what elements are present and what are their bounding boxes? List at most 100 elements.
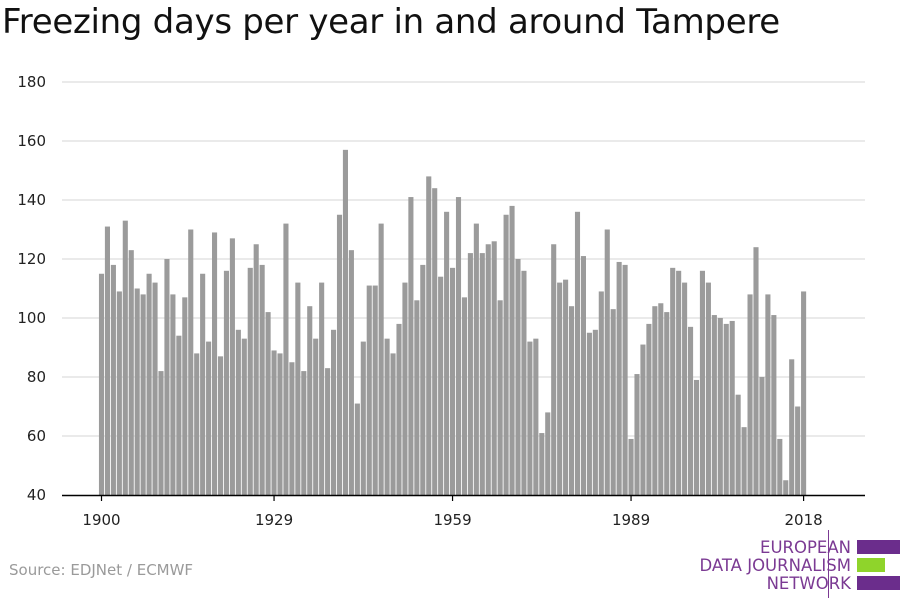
bar bbox=[753, 247, 759, 495]
y-tick-label: 160 bbox=[17, 132, 46, 150]
bar bbox=[622, 264, 628, 495]
bar bbox=[676, 270, 682, 495]
bar bbox=[354, 403, 360, 495]
bar bbox=[771, 315, 777, 495]
bar bbox=[176, 335, 182, 495]
bar bbox=[217, 356, 224, 495]
logo-divider bbox=[828, 530, 829, 598]
bar bbox=[473, 223, 479, 495]
bar bbox=[580, 256, 586, 495]
bar bbox=[717, 318, 723, 495]
bar bbox=[723, 323, 729, 495]
bar bbox=[259, 264, 265, 495]
bar bbox=[533, 338, 539, 495]
bar bbox=[592, 329, 598, 495]
bar bbox=[331, 329, 337, 495]
bar bbox=[390, 353, 396, 495]
bar bbox=[741, 427, 747, 495]
bar bbox=[116, 291, 122, 495]
bar bbox=[491, 241, 497, 495]
bar bbox=[158, 371, 164, 495]
bar bbox=[551, 244, 557, 495]
bar bbox=[307, 306, 313, 495]
bar bbox=[336, 214, 343, 495]
bar bbox=[569, 306, 575, 495]
bar bbox=[426, 176, 432, 495]
bar bbox=[652, 306, 658, 495]
bar bbox=[110, 264, 116, 495]
bar bbox=[646, 323, 652, 495]
bar bbox=[777, 438, 783, 495]
bar bbox=[693, 379, 700, 495]
x-tick-label: 1929 bbox=[255, 511, 293, 529]
bar bbox=[253, 244, 259, 495]
bar bbox=[235, 329, 241, 495]
bar bbox=[574, 211, 581, 496]
bar bbox=[289, 362, 295, 495]
bar bbox=[545, 412, 551, 495]
bar bbox=[223, 270, 229, 495]
bar bbox=[503, 214, 509, 495]
bar bbox=[372, 285, 378, 495]
chart-title: Freezing days per year in and around Tam… bbox=[2, 2, 780, 42]
bar bbox=[104, 226, 110, 496]
logo-line-european: EUROPEAN bbox=[760, 538, 851, 557]
bar bbox=[188, 229, 194, 495]
source-note: Source: EDJNet / ECMWF bbox=[9, 561, 194, 579]
bar bbox=[610, 309, 616, 495]
bar bbox=[128, 250, 134, 495]
bar bbox=[164, 259, 170, 495]
bar bbox=[586, 332, 592, 495]
bar bbox=[241, 338, 247, 495]
x-tick-label: 1989 bbox=[612, 511, 650, 529]
bar bbox=[384, 338, 390, 495]
bar bbox=[271, 350, 277, 495]
y-tick-label: 140 bbox=[17, 191, 46, 209]
bar bbox=[783, 480, 789, 495]
bar bbox=[515, 259, 521, 495]
x-tick-label: 1959 bbox=[433, 511, 471, 529]
bar bbox=[450, 267, 456, 495]
bar bbox=[461, 297, 467, 495]
logo-bar-purple-bottom bbox=[857, 576, 900, 590]
bar bbox=[247, 267, 253, 495]
bar bbox=[325, 368, 331, 495]
edjnet-logo[interactable]: EUROPEAN DATA JOURNALISM NETWORK bbox=[699, 528, 900, 600]
bar bbox=[759, 377, 765, 495]
bar bbox=[479, 253, 485, 495]
bar bbox=[408, 197, 414, 496]
bar bbox=[557, 282, 563, 495]
bar bbox=[348, 250, 354, 495]
bar bbox=[682, 282, 688, 495]
bar bbox=[789, 359, 795, 495]
bar bbox=[735, 394, 741, 495]
bar bbox=[200, 273, 206, 495]
bar bbox=[98, 273, 105, 495]
bar bbox=[212, 232, 218, 495]
y-tick-label: 80 bbox=[27, 368, 46, 386]
y-tick-label: 40 bbox=[27, 486, 46, 504]
bar bbox=[313, 338, 319, 495]
bar bbox=[366, 285, 372, 495]
logo-bar-purple-top bbox=[857, 540, 900, 554]
bar bbox=[265, 312, 271, 495]
bar bbox=[455, 197, 462, 496]
y-tick-label: 180 bbox=[17, 73, 46, 91]
bar bbox=[414, 300, 420, 495]
bar bbox=[634, 374, 640, 495]
logo-line-network: NETWORK bbox=[766, 574, 851, 593]
bar bbox=[688, 326, 694, 495]
y-tick-label: 60 bbox=[27, 427, 46, 445]
bar bbox=[664, 312, 670, 495]
bar bbox=[396, 323, 402, 495]
logo-bar-green bbox=[857, 558, 885, 572]
bar bbox=[295, 282, 301, 495]
logo-line-data-journalism: DATA JOURNALISM bbox=[699, 556, 851, 575]
bar bbox=[194, 353, 200, 495]
bar bbox=[229, 238, 235, 495]
bar bbox=[152, 282, 158, 495]
bar bbox=[342, 149, 348, 495]
x-tick-label: 2018 bbox=[785, 511, 823, 529]
bar bbox=[765, 294, 771, 495]
bar bbox=[420, 264, 426, 495]
